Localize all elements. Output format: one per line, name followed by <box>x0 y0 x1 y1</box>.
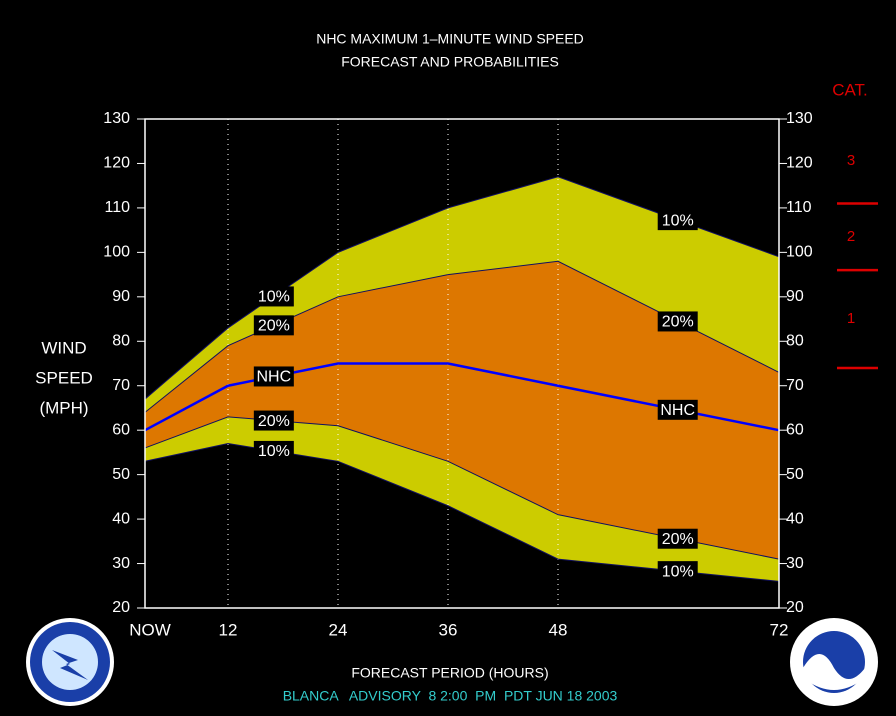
y-tick-label: 80 <box>112 332 130 349</box>
y2-tick-label: 100 <box>786 244 813 261</box>
label-bg <box>253 315 294 336</box>
band <box>145 261 779 560</box>
label-bg <box>657 210 698 231</box>
series-name: 10% <box>258 289 290 306</box>
series-label: 10% <box>657 210 698 231</box>
nws-logo <box>26 618 114 706</box>
x-tick-label: 12 <box>219 620 238 639</box>
x-tick-label: 24 <box>329 620 348 639</box>
category-label: 3 <box>847 152 855 169</box>
y-tick-label: 90 <box>112 288 130 305</box>
y2-tick-label: 90 <box>786 288 804 305</box>
x-tick-label: NOW <box>129 620 171 639</box>
category-label: 2 <box>847 228 855 245</box>
y-tick-label: 60 <box>112 421 130 438</box>
y2-tick-label: 30 <box>786 555 804 572</box>
label-bg <box>657 528 698 549</box>
y2-tick-label: 60 <box>786 421 804 438</box>
footer: BLANCA ADVISORY 8 2:00 PM PDT JUN 18 200… <box>283 688 618 704</box>
x-tick-label: 72 <box>770 620 789 639</box>
y-tick-label: 20 <box>112 599 130 616</box>
series-name: 20% <box>258 318 290 335</box>
series-label: 10% <box>657 561 698 582</box>
series-name: 20% <box>662 531 694 548</box>
series-name: 10% <box>662 212 694 229</box>
x-axis-label: FORECAST PERIOD (HOURS) <box>351 665 548 681</box>
y-axis-label: WIND <box>41 338 86 357</box>
series-label: NHC <box>253 366 294 387</box>
series-label: 10% <box>253 440 294 461</box>
y2-tick-label: 50 <box>786 466 804 483</box>
series-line <box>144 362 780 432</box>
label-bg <box>253 286 294 307</box>
label-bg <box>657 561 698 582</box>
label-bg <box>657 399 698 420</box>
y-tick-label: 50 <box>112 466 130 483</box>
chart-subtitle: FORECAST AND PROBABILITIES <box>341 54 559 70</box>
y-tick-label: 40 <box>112 510 130 527</box>
y-tick-label: 110 <box>104 199 130 216</box>
y2-tick-label: 80 <box>786 332 804 349</box>
label-bg <box>253 440 294 461</box>
series-name: 10% <box>258 443 290 460</box>
y-tick-label: 120 <box>103 155 130 172</box>
noaa-logo <box>790 618 878 706</box>
plot-frame <box>144 118 780 609</box>
series-name: 20% <box>662 314 694 331</box>
label-bg <box>253 410 294 431</box>
y2-tick-label: 20 <box>786 599 804 616</box>
category-title: CAT. <box>832 80 868 99</box>
series-name: 20% <box>258 413 290 430</box>
y-tick-label: 100 <box>103 244 130 261</box>
series-label: 10% <box>253 286 294 307</box>
y2-tick-label: 40 <box>786 510 804 527</box>
y-axis-label: SPEED <box>35 368 93 387</box>
series-label: 20% <box>657 311 698 332</box>
series-label: NHC <box>657 399 698 420</box>
series-line <box>144 443 780 582</box>
y2-tick-label: 110 <box>786 199 812 216</box>
label-bg <box>253 366 294 387</box>
label-bg <box>657 311 698 332</box>
chart-title: NHC MAXIMUM 1–MINUTE WIND SPEED <box>316 31 584 47</box>
y-tick-label: 70 <box>112 377 130 394</box>
series-line <box>144 176 780 400</box>
series-name: NHC <box>256 369 291 386</box>
y2-tick-label: 130 <box>786 110 813 127</box>
series-name: 10% <box>662 563 694 580</box>
series-label: 20% <box>253 315 294 336</box>
y-tick-label: 130 <box>103 110 130 127</box>
x-tick-label: 36 <box>439 620 458 639</box>
y-axis-label: (MPH) <box>39 398 88 417</box>
x-tick-label: 48 <box>549 620 568 639</box>
y2-tick-label: 120 <box>786 155 813 172</box>
y2-tick-label: 70 <box>786 377 804 394</box>
y-tick-label: 30 <box>112 555 130 572</box>
series-label: 20% <box>657 528 698 549</box>
series-label: 20% <box>253 410 294 431</box>
series-line <box>144 260 780 413</box>
series-name: NHC <box>660 402 695 419</box>
category-label: 1 <box>847 310 855 327</box>
series-line <box>144 416 780 560</box>
